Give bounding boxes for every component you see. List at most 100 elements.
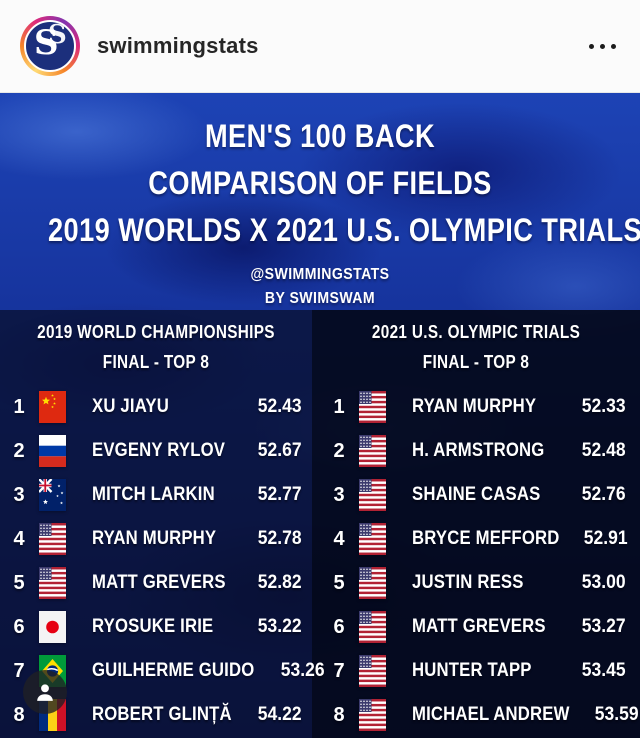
swimmer-name: ROBERT GLINȚĂ [92, 704, 232, 725]
swimmer-name: BRYCE MEFFORD [412, 528, 560, 549]
usa-flag-icon [39, 567, 66, 599]
table-row: 4 RYAN MURPHY 52.78 [0, 517, 312, 561]
table-row: 8 ROBERT GLINȚĂ 54.22 [0, 693, 312, 737]
results-list: 1 RYAN MURPHY 52.33 2 H. ARMSTRONG 52.48… [312, 385, 640, 737]
column-title: 2019 WORLD CHAMPIONSHIPS [37, 322, 275, 342]
table-row: 5 JUSTIN RESS 53.00 [312, 561, 640, 605]
floating-profile-bubble[interactable] [23, 670, 67, 714]
rank-label: 1 [13, 395, 25, 418]
japan-flag-icon [39, 611, 66, 643]
australia-flag-icon [39, 479, 66, 511]
usa-flag-icon [359, 655, 386, 687]
ellipsis-dot-icon [611, 43, 616, 49]
username-link[interactable]: swimmingstats [97, 33, 259, 58]
swimmer-name: MATT GREVERS [412, 616, 546, 637]
rank-label: 7 [13, 659, 25, 682]
rank-label: 3 [13, 483, 25, 506]
table-row: 5 MATT GREVERS 52.82 [0, 561, 312, 605]
swim-time: 52.67 [258, 440, 302, 461]
poster-title-block: MEN'S 100 BACK COMPARISON OF FIELDS 2019… [0, 93, 640, 311]
poster-handle: @SWIMMINGSTATS [250, 266, 390, 283]
poster-byline: BY SWIMSWAM [264, 290, 376, 307]
post-header: S S swimmingstats [0, 0, 640, 93]
usa-flag-icon [359, 699, 386, 731]
table-row: 4 BRYCE MEFFORD 52.91 [312, 517, 640, 561]
swim-time: 52.76 [582, 484, 626, 505]
swimmer-name: RYAN MURPHY [92, 528, 217, 549]
usa-flag-icon [359, 479, 386, 511]
column-title: 2021 U.S. OLYMPIC TRIALS [371, 322, 581, 342]
swim-time: 53.45 [582, 660, 626, 681]
swim-time: 53.00 [582, 572, 626, 593]
swim-time: 53.22 [258, 616, 302, 637]
swimmingstats-logo: S S [24, 20, 76, 72]
table-row: 2 H. ARMSTRONG 52.48 [312, 429, 640, 473]
swim-time: 52.78 [258, 528, 302, 549]
column-header: 2021 U.S. OLYMPIC TRIALS FINAL - TOP 8 [312, 310, 640, 385]
swim-time: 52.33 [582, 396, 626, 417]
swimmer-name: MATT GREVERS [92, 572, 226, 593]
rank-label: 4 [333, 527, 345, 550]
swim-time: 52.77 [258, 484, 302, 505]
column-header: 2019 WORLD CHAMPIONSHIPS FINAL - TOP 8 [0, 310, 312, 385]
swimmer-name: RYAN MURPHY [412, 396, 537, 417]
swimmer-name: RYOSUKE IRIE [92, 616, 214, 637]
swim-time: 52.91 [583, 528, 628, 549]
logo-letter: S [34, 23, 59, 63]
poster-title-line-3: 2019 WORLDS X 2021 U.S. OLYMPIC TRIALS [48, 212, 640, 248]
rank-label: 5 [333, 571, 345, 594]
rank-label: 8 [13, 703, 25, 726]
ellipsis-dot-icon [600, 43, 605, 49]
swim-time: 52.43 [258, 396, 302, 417]
profile-avatar[interactable]: S S [20, 16, 80, 76]
usa-flag-icon [359, 611, 386, 643]
rank-label: 6 [333, 615, 345, 638]
table-row: 1 XU JIAYU 52.43 [0, 385, 312, 429]
swimmer-name: EVGENY RYLOV [92, 440, 226, 461]
rank-label: 4 [13, 527, 25, 550]
usa-flag-icon [359, 391, 386, 423]
worlds-2019-column: 2019 WORLD CHAMPIONSHIPS FINAL - TOP 8 1… [0, 310, 324, 738]
rank-label: 5 [13, 571, 25, 594]
swim-time: 53.26 [280, 660, 325, 681]
table-row: 6 RYOSUKE IRIE 53.22 [0, 605, 312, 649]
usa-flag-icon [39, 523, 66, 555]
swimmer-name: JUSTIN RESS [412, 572, 524, 593]
swim-time: 52.48 [582, 440, 626, 461]
poster-title-line-1: MEN'S 100 BACK [204, 118, 436, 154]
swimmer-name: GUILHERME GUIDO [92, 660, 255, 681]
trials-2021-column: 2021 U.S. OLYMPIC TRIALS FINAL - TOP 8 1… [312, 310, 640, 738]
table-row: 7 HUNTER TAPP 53.45 [312, 649, 640, 693]
romania-flag-icon [39, 699, 66, 731]
swim-time: 52.82 [258, 572, 302, 593]
comparison-table: 2019 WORLD CHAMPIONSHIPS FINAL - TOP 8 1… [0, 310, 640, 738]
person-icon [37, 684, 53, 701]
results-list: 1 XU JIAYU 52.43 2 EVGENY RYLOV 52.67 3 … [0, 385, 324, 737]
more-options-button[interactable] [585, 34, 620, 59]
swimmer-name: H. ARMSTRONG [412, 440, 545, 461]
table-row: 8 MICHAEL ANDREW 53.59 [312, 693, 640, 737]
rank-label: 8 [333, 703, 345, 726]
table-row: 6 MATT GREVERS 53.27 [312, 605, 640, 649]
rank-label: 1 [333, 395, 345, 418]
poster-title-line-2: COMPARISON OF FIELDS [148, 165, 492, 201]
swim-time: 54.22 [258, 704, 302, 725]
usa-flag-icon [359, 435, 386, 467]
column-subtitle: FINAL - TOP 8 [422, 352, 530, 372]
usa-flag-icon [359, 523, 386, 555]
swimmer-name: MITCH LARKIN [92, 484, 215, 505]
post-image: MEN'S 100 BACK COMPARISON OF FIELDS 2019… [0, 93, 640, 738]
china-flag-icon [39, 391, 66, 423]
logo-letter: S [48, 20, 67, 50]
swim-time: 53.59 [594, 704, 639, 725]
swimmer-name: SHAINE CASAS [412, 484, 541, 505]
swimmer-name: MICHAEL ANDREW [412, 704, 570, 725]
rank-label: 2 [333, 439, 345, 462]
rank-label: 2 [13, 439, 25, 462]
table-row: 3 MITCH LARKIN 52.77 [0, 473, 312, 517]
rank-label: 3 [333, 483, 345, 506]
column-subtitle: FINAL - TOP 8 [102, 352, 210, 372]
usa-flag-icon [359, 567, 386, 599]
ellipsis-dot-icon [589, 43, 594, 49]
